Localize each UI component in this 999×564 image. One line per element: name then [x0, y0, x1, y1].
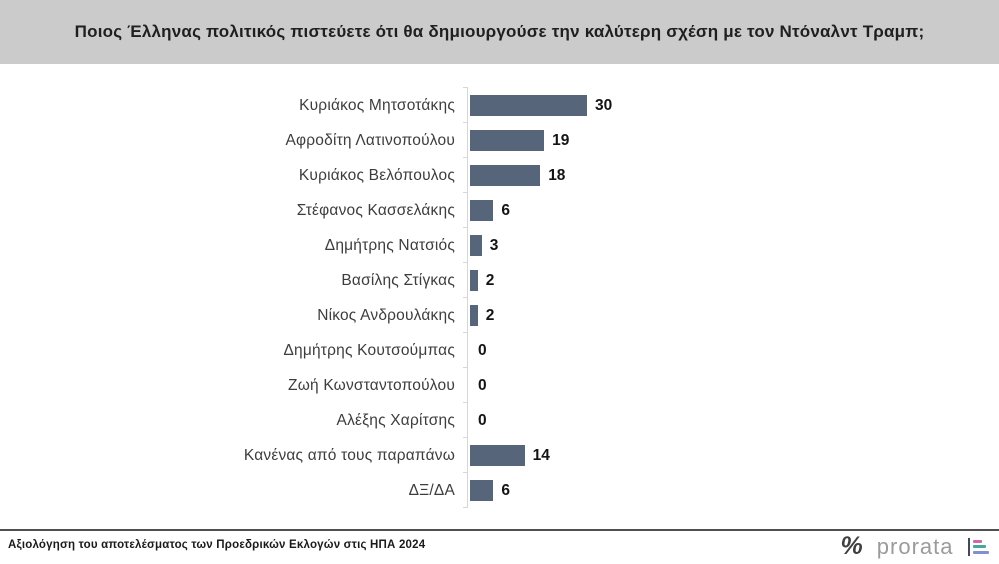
bar-track: 6 [463, 192, 947, 228]
category-label: Κυριάκος Βελόπουλος [298, 166, 455, 184]
bar-track: 18 [463, 157, 947, 193]
bar [470, 480, 494, 501]
chart-rows: Κυριάκος Μητσοτάκης 30 Αφροδίτη Λατινοπούλ… [0, 87, 999, 508]
bar-track: 2 [463, 262, 947, 298]
category-label: Κανένας από τους παραπάνω [243, 446, 455, 464]
logo-bar-blue [973, 550, 989, 554]
value-label: 6 [501, 481, 511, 499]
percent-icon: % [840, 532, 863, 560]
bar-track: 2 [463, 297, 947, 333]
axis-tick [463, 192, 468, 193]
bar-track: 30 [463, 87, 947, 123]
category-label: Στέφανος Κασσελάκης [296, 201, 455, 219]
logo-axis-bar [967, 537, 970, 556]
chart-row: Αφροδίτη Λατινοπούλου 19 [0, 122, 999, 158]
category-label: Αφροδίτη Λατινοπούλου [285, 131, 455, 149]
value-label: 2 [485, 271, 495, 289]
bar [470, 95, 587, 116]
axis-tick [463, 227, 468, 228]
value-label: 30 [595, 96, 613, 114]
bar [470, 130, 545, 151]
category-label: Δημήτρης Νατσιός [324, 236, 455, 254]
axis-tick [463, 472, 468, 473]
category-label: Βασίλης Στίγκας [341, 271, 455, 289]
chart-header: Ποιος Έλληνας πολιτικός πιστεύετε ότι θα… [0, 0, 999, 64]
chart-row: Βασίλης Στίγκας 2 [0, 262, 999, 298]
footer-divider [0, 529, 999, 531]
value-label: 14 [532, 446, 550, 464]
prorata-logo: % prorata [841, 532, 989, 561]
logo-bar-teal [973, 545, 986, 548]
axis-tick [463, 122, 468, 123]
axis-tick [463, 332, 468, 333]
chart-row: Δημήτρης Κουτσούμπας 0 [0, 332, 999, 368]
axis-tick [463, 87, 468, 88]
chart-row: Στέφανος Κασσελάκης 6 [0, 192, 999, 228]
category-label: Νίκος Ανδρουλάκης [317, 306, 455, 324]
bar [470, 165, 541, 186]
value-label: 6 [501, 201, 511, 219]
category-label: Αλέξης Χαρίτσης [336, 411, 455, 429]
value-label: 18 [548, 166, 566, 184]
bar-track: 0 [463, 332, 947, 368]
brand-name: prorata [876, 533, 954, 559]
bar [470, 445, 525, 466]
chart-row: Κανένας από τους παραπάνω 14 [0, 437, 999, 473]
axis-tick [463, 367, 468, 368]
chart-row: Δημήτρης Νατσιός 3 [0, 227, 999, 263]
chart-row: Ζωή Κωνσταντοπούλου 0 [0, 367, 999, 403]
chart-title: Ποιος Έλληνας πολιτικός πιστεύετε ότι θα… [74, 22, 925, 41]
bar-track: 6 [463, 472, 947, 508]
axis-tick [463, 437, 468, 438]
axis-tick [463, 262, 468, 263]
axis-tick [463, 157, 468, 158]
bar [470, 235, 482, 256]
chart-row: Νίκος Ανδρουλάκης 2 [0, 297, 999, 333]
value-label: 0 [478, 341, 487, 359]
logo-bars [973, 539, 989, 554]
bar-chart: Κυριάκος Μητσοτάκης 30 Αφροδίτη Λατινοπούλ… [0, 87, 999, 508]
bar [470, 200, 494, 221]
category-label: ΔΞ/ΔΑ [408, 481, 455, 499]
bar [470, 305, 478, 326]
source-caption: Αξιολόγηση του αποτελέσματος των Προεδρι… [8, 539, 426, 551]
bar [470, 270, 478, 291]
value-label: 0 [478, 376, 487, 394]
axis-tick [463, 297, 468, 298]
chart-row: Αλέξης Χαρίτσης 0 [0, 402, 999, 438]
bar-track: 0 [463, 402, 947, 438]
category-label: Κυριάκος Μητσοτάκης [299, 96, 455, 114]
chart-row: Κυριάκος Βελόπουλος 18 [0, 157, 999, 193]
bar-track: 3 [463, 227, 947, 263]
logo-bar-pink [973, 539, 982, 543]
chart-row: Κυριάκος Μητσοτάκης 30 [0, 87, 999, 123]
bar-track: 14 [463, 437, 947, 473]
bar-track: 19 [463, 122, 947, 158]
axis-tick [463, 507, 468, 508]
bar-track: 0 [463, 367, 947, 403]
value-label: 3 [489, 236, 499, 254]
value-label: 0 [478, 411, 487, 429]
axis-tick [463, 402, 468, 403]
category-label: Ζωή Κωνσταντοπούλου [288, 376, 455, 394]
bar-chart-icon [967, 537, 989, 557]
value-label: 19 [552, 131, 570, 149]
value-label: 2 [485, 306, 495, 324]
category-label: Δημήτρης Κουτσούμπας [283, 341, 455, 359]
chart-row: ΔΞ/ΔΑ 6 [0, 472, 999, 508]
